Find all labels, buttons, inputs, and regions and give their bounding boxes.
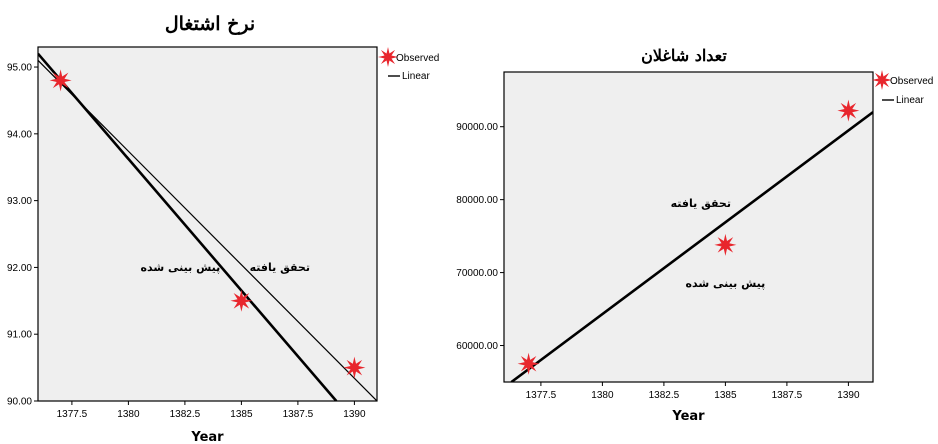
legend-observed-marker xyxy=(378,47,398,67)
annotation: تحقق یافته xyxy=(250,261,310,274)
observed-point xyxy=(49,69,72,92)
x-tick-label: 1382.5 xyxy=(170,409,201,420)
y-tick-label: 80000.00 xyxy=(456,195,498,206)
x-tick-label: 1390 xyxy=(343,409,366,420)
legend: Observed Linear xyxy=(872,70,933,106)
legend: Observed Linear xyxy=(378,47,439,82)
x-tick-label: 1380 xyxy=(591,390,614,401)
x-axis-label: Year xyxy=(190,430,224,444)
x-axis-label: Year xyxy=(671,409,705,424)
x-tick-label: 1380 xyxy=(117,409,140,420)
observed-point xyxy=(343,356,366,379)
chart-1: نرخ اشتغال 90.00 91.00 92.00 93.00 94.00 95.00… xyxy=(7,13,439,444)
legend-observed-label: Observed xyxy=(396,53,439,64)
chart-2: تعداد شاغلان 60000.00 70000.00 80000.00 9000… xyxy=(456,46,933,424)
observed-point xyxy=(230,289,253,312)
series-group xyxy=(38,52,377,401)
annotation: پیش بینی شده xyxy=(141,261,221,274)
y-tick-label: 70000.00 xyxy=(456,268,498,279)
annotation: تحقق یافته xyxy=(671,197,731,210)
y-tick-label: 60000.00 xyxy=(456,341,498,352)
y-tick-label: 93.00 xyxy=(7,196,32,207)
y-tick-label: 95.00 xyxy=(7,63,32,74)
annotation: پیش بینی شده xyxy=(686,277,766,290)
observed-point xyxy=(837,99,860,122)
x-tick-label: 1390 xyxy=(837,390,860,401)
plot-area xyxy=(503,71,874,383)
plot-area xyxy=(37,46,378,402)
chart-title: نرخ اشتغال xyxy=(165,13,255,35)
legend-linear-label: Linear xyxy=(402,71,430,82)
observed-point xyxy=(714,233,737,256)
series-group xyxy=(510,111,873,382)
x-tick-label: 1387.5 xyxy=(283,409,314,420)
y-tick-label: 94.00 xyxy=(7,129,32,140)
y-tick-label: 91.00 xyxy=(7,330,32,341)
legend-linear-label: Linear xyxy=(896,95,924,106)
x-tick-label: 1387.5 xyxy=(772,390,803,401)
y-tick-label: 90.00 xyxy=(7,397,32,408)
fit-line-bold-2 xyxy=(38,52,338,401)
fit-line-bold-1 xyxy=(510,111,873,382)
x-tick-label: 1382.5 xyxy=(649,390,680,401)
x-tick-label: 1377.5 xyxy=(526,390,557,401)
x-tick-label: 1385 xyxy=(714,390,737,401)
y-tick-label: 90000.00 xyxy=(456,122,498,133)
legend-observed-label: Observed xyxy=(890,76,933,87)
y-tick-label: 92.00 xyxy=(7,263,32,274)
chart-title: تعداد شاغلان xyxy=(641,46,727,65)
fit-line-1 xyxy=(38,59,377,401)
x-tick-label: 1385 xyxy=(230,409,253,420)
x-tick-label: 1377.5 xyxy=(57,409,88,420)
observed-point xyxy=(517,352,540,375)
legend-observed-marker xyxy=(872,70,892,90)
